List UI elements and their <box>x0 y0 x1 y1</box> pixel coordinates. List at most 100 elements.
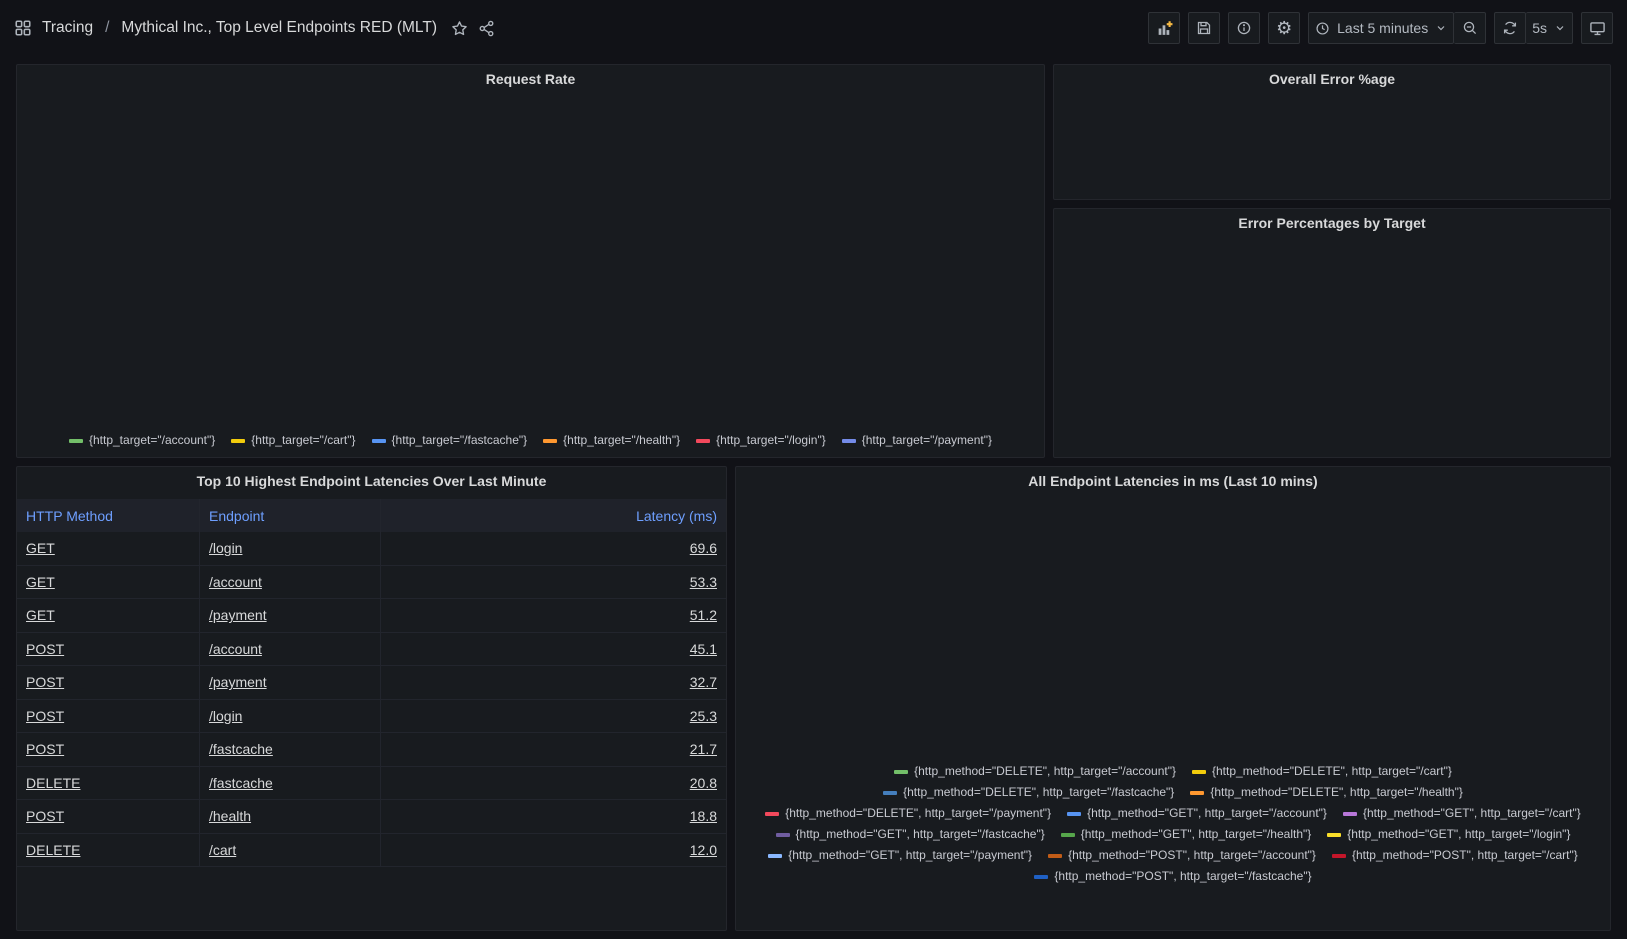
method-link[interactable]: POST <box>26 708 64 724</box>
method-link[interactable]: GET <box>26 607 55 623</box>
legend-label: {http_method="GET", http_target="/cart"} <box>1363 805 1581 822</box>
table-cell: GET <box>17 599 199 632</box>
panel-all-latencies: All Endpoint Latencies in ms (Last 10 mi… <box>735 466 1611 931</box>
legend-item[interactable]: {http_method="POST", http_target="/fastc… <box>1034 868 1311 885</box>
method-link[interactable]: POST <box>26 674 64 690</box>
legend-label: {http_target="/health"} <box>563 432 680 449</box>
method-link[interactable]: GET <box>26 574 55 590</box>
panel-title-overall-error[interactable]: Overall Error %age <box>1054 71 1610 87</box>
table-row: POST/login 25.3 <box>17 700 726 734</box>
endpoint-link[interactable]: /login <box>209 708 242 724</box>
latency-link[interactable]: 25.3 <box>690 708 717 724</box>
top-nav: Tracing / Mythical Inc., Top Level Endpo… <box>0 0 1627 56</box>
legend-item[interactable]: {http_target="/health"} <box>543 432 680 449</box>
method-link[interactable]: POST <box>26 741 64 757</box>
legend-swatch <box>1067 812 1081 816</box>
legend-swatch <box>765 812 779 816</box>
endpoint-link[interactable]: /payment <box>209 607 267 623</box>
refresh-button[interactable] <box>1494 12 1526 44</box>
legend-item[interactable]: {http_method="GET", http_target="/fastca… <box>776 826 1045 843</box>
latency-link[interactable]: 45.1 <box>690 641 717 657</box>
column-header-latency[interactable]: Latency (ms) <box>636 508 717 524</box>
panel-title-all-latencies[interactable]: All Endpoint Latencies in ms (Last 10 mi… <box>736 473 1610 489</box>
legend-label: {http_target="/login"} <box>716 432 826 449</box>
legend-item[interactable]: {http_method="DELETE", http_target="/acc… <box>894 763 1176 780</box>
info-icon <box>1236 20 1252 36</box>
legend-item[interactable]: {http_target="/cart"} <box>231 432 355 449</box>
request-rate-legend: {http_target="/account"} {http_target="/c… <box>29 432 1032 449</box>
legend-item[interactable]: {http_method="DELETE", http_target="/pay… <box>765 805 1051 822</box>
legend-item[interactable]: {http_method="POST", http_target="/accou… <box>1048 847 1316 864</box>
endpoint-link[interactable]: /account <box>209 574 262 590</box>
legend-item[interactable]: {http_target="/login"} <box>696 432 826 449</box>
endpoint-link[interactable]: /fastcache <box>209 775 273 791</box>
legend-swatch <box>372 439 386 443</box>
latency-link[interactable]: 20.8 <box>690 775 717 791</box>
latency-link[interactable]: 51.2 <box>690 607 717 623</box>
legend-item[interactable]: {http_method="GET", http_target="/login"… <box>1327 826 1570 843</box>
star-icon[interactable] <box>451 20 468 37</box>
latency-link[interactable]: 32.7 <box>690 674 717 690</box>
legend-item[interactable]: {http_method="GET", http_target="/health… <box>1061 826 1312 843</box>
legend-item[interactable]: {http_target="/account"} <box>69 432 215 449</box>
legend-item[interactable]: {http_method="DELETE", http_target="/hea… <box>1190 784 1463 801</box>
legend-item[interactable]: {http_method="GET", http_target="/paymen… <box>768 847 1032 864</box>
latency-link[interactable]: 12.0 <box>690 842 717 858</box>
method-link[interactable]: POST <box>26 808 64 824</box>
request-rate-chart[interactable] <box>17 65 1044 457</box>
refresh-interval-label: 5s <box>1532 20 1547 36</box>
save-icon <box>1196 20 1212 36</box>
zoom-out-button[interactable] <box>1454 12 1486 44</box>
save-dashboard-button[interactable] <box>1188 12 1220 44</box>
endpoint-link[interactable]: /payment <box>209 674 267 690</box>
tv-mode-button[interactable] <box>1581 12 1613 44</box>
column-header-endpoint[interactable]: Endpoint <box>209 508 264 524</box>
page-title[interactable]: Mythical Inc., Top Level Endpoints RED (… <box>121 19 437 37</box>
panel-title-request-rate[interactable]: Request Rate <box>17 71 1044 87</box>
table-cell: 69.6 <box>380 532 726 565</box>
all-latencies-legend: {http_method="DELETE", http_target="/acc… <box>748 763 1598 885</box>
apps-grid-icon[interactable] <box>14 19 32 37</box>
endpoint-link[interactable]: /health <box>209 808 251 824</box>
endpoint-link[interactable]: /login <box>209 540 242 556</box>
legend-item[interactable]: {http_method="DELETE", http_target="/car… <box>1192 763 1452 780</box>
panel-title-error-by-target[interactable]: Error Percentages by Target <box>1054 215 1610 231</box>
legend-item[interactable]: {http_target="/payment"} <box>842 432 992 449</box>
legend-label: {http_method="POST", http_target="/accou… <box>1068 847 1316 864</box>
column-header-http-method[interactable]: HTTP Method <box>26 508 113 524</box>
legend-item[interactable]: {http_method="DELETE", http_target="/fas… <box>883 784 1174 801</box>
legend-item[interactable]: {http_method="POST", http_target="/cart"… <box>1332 847 1578 864</box>
table-cell: 21.7 <box>380 733 726 766</box>
time-range-button[interactable]: Last 5 minutes <box>1308 12 1454 44</box>
refresh-interval-button[interactable]: 5s <box>1526 12 1573 44</box>
share-icon[interactable] <box>478 20 495 37</box>
table-row: DELETE/fastcache 20.8 <box>17 767 726 801</box>
legend-item[interactable]: {http_target="/fastcache"} <box>372 432 528 449</box>
breadcrumb: Tracing / Mythical Inc., Top Level Endpo… <box>14 19 495 37</box>
dashboard-insights-button[interactable] <box>1228 12 1260 44</box>
legend-item[interactable]: {http_method="GET", http_target="/cart"} <box>1343 805 1581 822</box>
method-link[interactable]: DELETE <box>26 842 80 858</box>
endpoint-link[interactable]: /account <box>209 641 262 657</box>
add-panel-button[interactable] <box>1148 12 1180 44</box>
latency-link[interactable]: 18.8 <box>690 808 717 824</box>
latency-link[interactable]: 53.3 <box>690 574 717 590</box>
endpoint-link[interactable]: /cart <box>209 842 236 858</box>
endpoint-link[interactable]: /fastcache <box>209 741 273 757</box>
legend-item[interactable]: {http_method="GET", http_target="/accoun… <box>1067 805 1327 822</box>
table-row: DELETE/cart 12.0 <box>17 834 726 868</box>
method-link[interactable]: GET <box>26 540 55 556</box>
latency-link[interactable]: 21.7 <box>690 741 717 757</box>
breadcrumb-section[interactable]: Tracing <box>42 19 93 37</box>
table-cell: POST <box>17 733 199 766</box>
method-link[interactable]: DELETE <box>26 775 80 791</box>
settings-button[interactable]: ⚙ <box>1268 12 1300 44</box>
latency-link[interactable]: 69.6 <box>690 540 717 556</box>
clock-icon <box>1315 21 1330 36</box>
stats-grid <box>1064 245 1600 451</box>
method-link[interactable]: POST <box>26 641 64 657</box>
legend-swatch <box>696 439 710 443</box>
panel-title-top10[interactable]: Top 10 Highest Endpoint Latencies Over L… <box>17 473 726 489</box>
plus-icon <box>1166 21 1172 27</box>
legend-swatch <box>776 833 790 837</box>
